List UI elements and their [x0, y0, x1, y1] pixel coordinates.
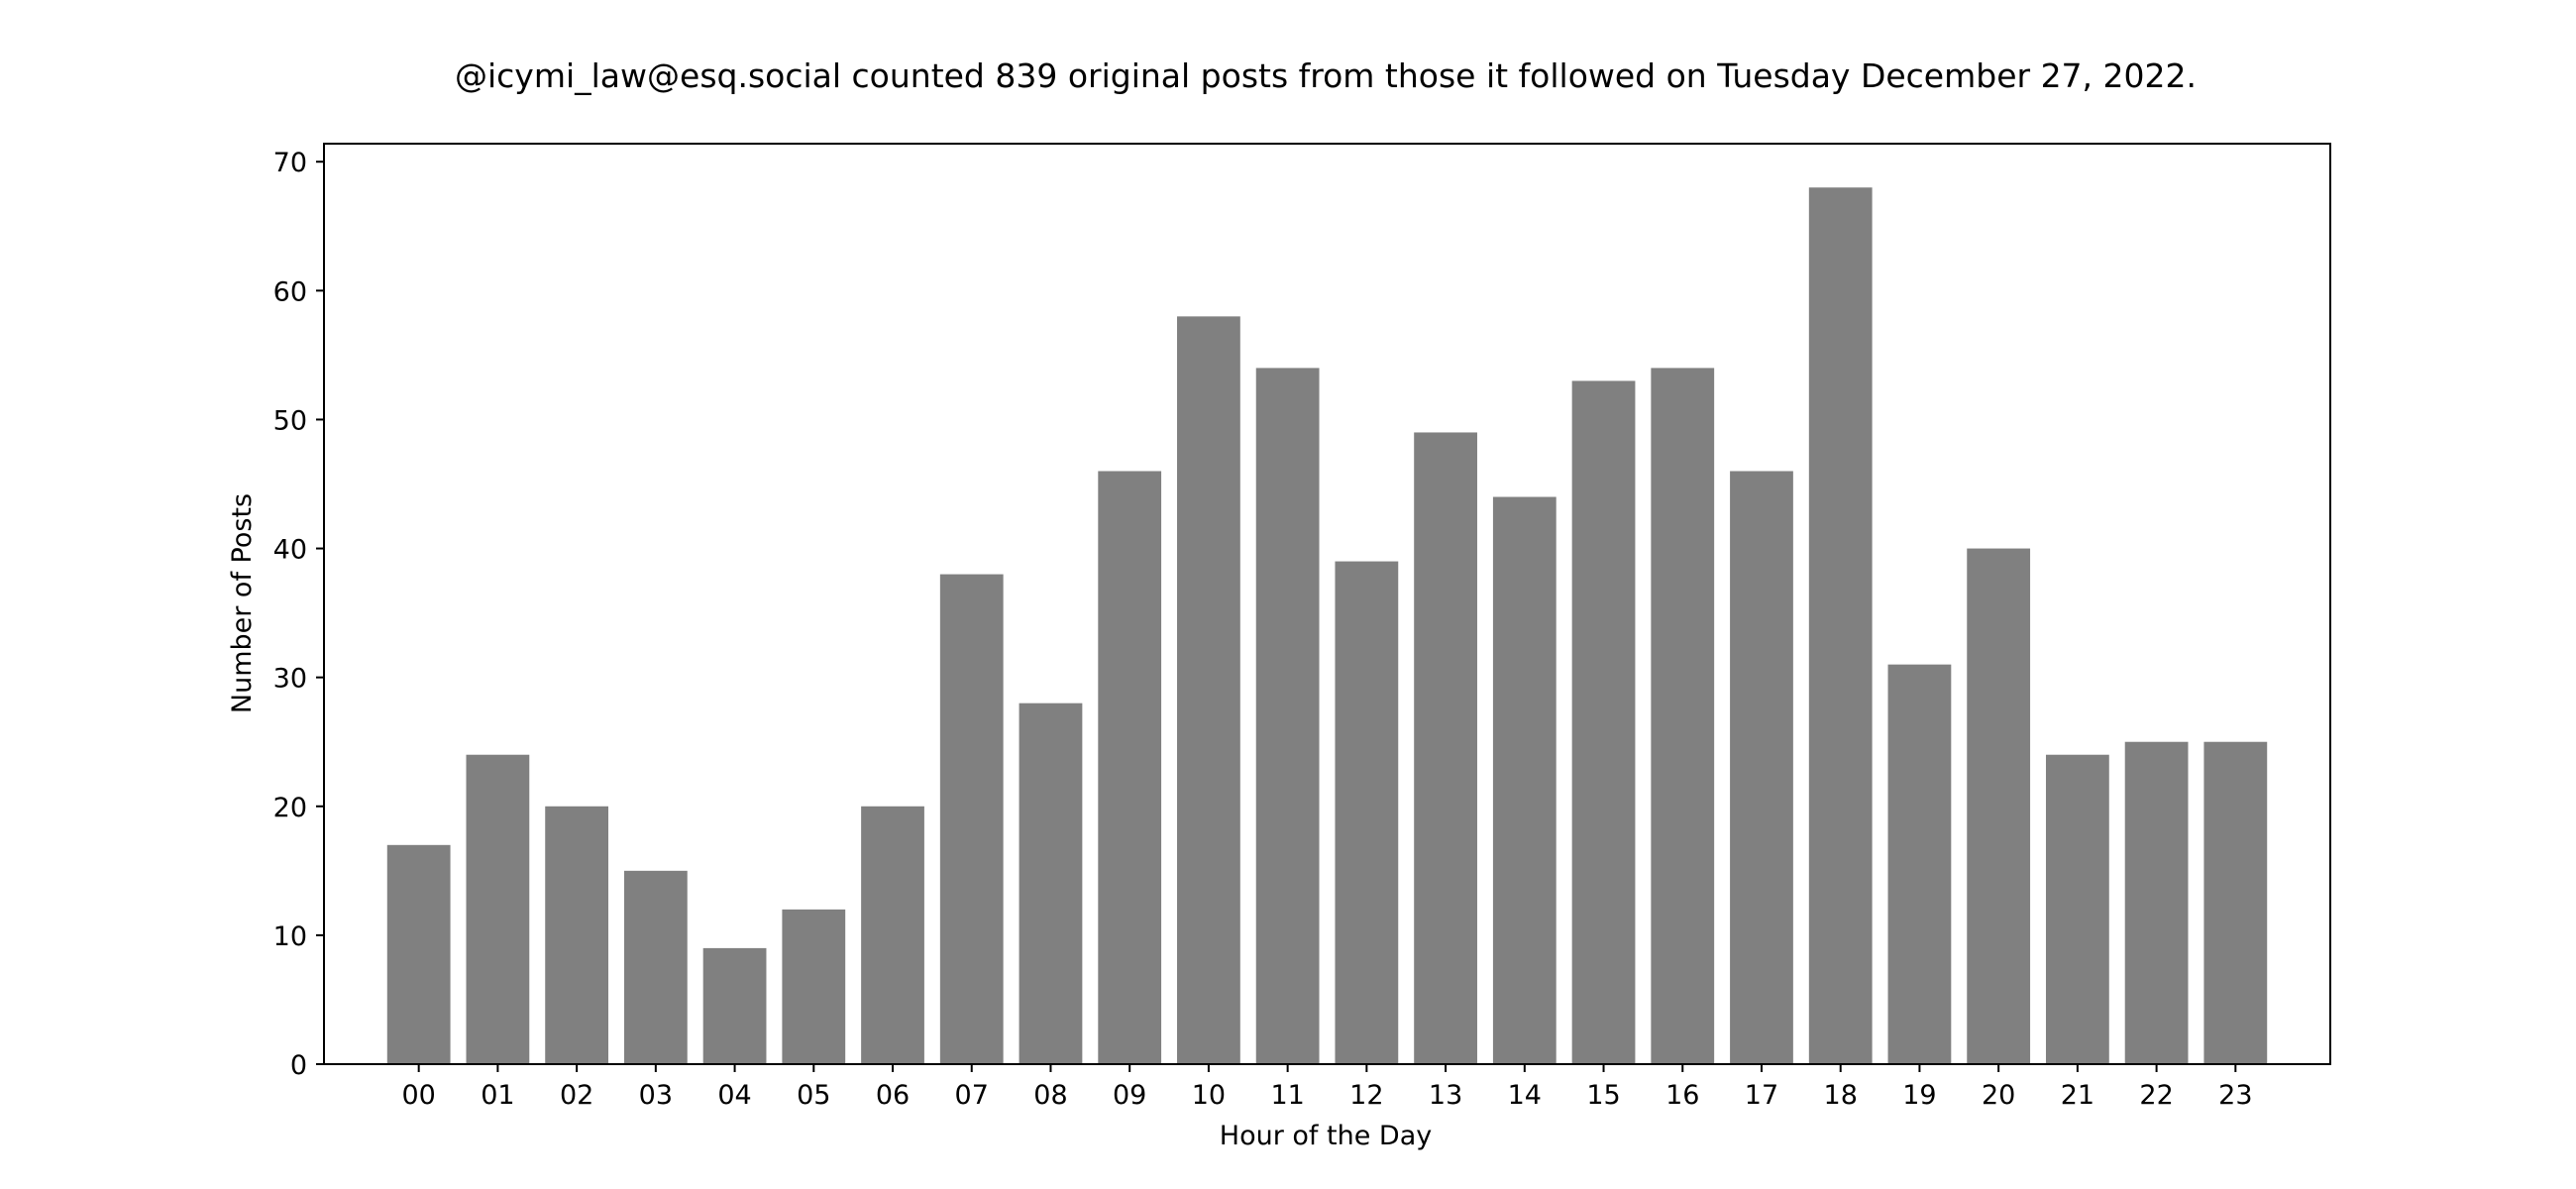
y-tick-label: 50	[273, 405, 307, 436]
x-tick-label: 19	[1902, 1080, 1936, 1111]
bar-hour-15	[1571, 380, 1636, 1064]
y-axis-label: Number of Posts	[227, 493, 258, 713]
bar-hour-01	[466, 754, 530, 1064]
bar-hour-16	[1651, 368, 1715, 1064]
bar-hour-05	[782, 909, 846, 1064]
x-axis: 00 01 02 03 04 05 06 07 08 09 10 11 12 13 14 15 16 17 18 19…	[401, 1064, 2253, 1111]
x-tick-label: 12	[1349, 1080, 1383, 1111]
x-tick-label: 14	[1508, 1080, 1542, 1111]
bar-hour-22	[2124, 741, 2189, 1064]
bar-hour-06	[861, 806, 924, 1064]
x-tick-label: 06	[876, 1080, 910, 1111]
x-tick-label: 08	[1033, 1080, 1067, 1111]
x-tick-label: 17	[1745, 1080, 1778, 1111]
x-tick-label: 18	[1824, 1080, 1858, 1111]
x-tick-label: 10	[1192, 1080, 1226, 1111]
y-tick-label: 20	[273, 793, 307, 823]
bar-hour-17	[1730, 471, 1793, 1065]
bar-hour-09	[1098, 471, 1162, 1065]
y-tick-label: 70	[273, 148, 307, 178]
plot-frame	[323, 143, 2331, 1065]
bar-hour-21	[2045, 754, 2109, 1064]
x-tick-label: 21	[2061, 1080, 2094, 1111]
x-tick-label: 04	[717, 1080, 751, 1111]
bar-hour-14	[1492, 496, 1556, 1064]
bar-hour-07	[939, 574, 1004, 1064]
y-tick-label: 0	[290, 1050, 307, 1081]
x-axis-label: Hour of the Day	[1220, 1121, 1432, 1151]
bar-hour-23	[2203, 741, 2268, 1064]
y-tick-label: 60	[273, 276, 307, 307]
x-tick-label: 01	[481, 1080, 514, 1111]
x-tick-label: 00	[401, 1080, 435, 1111]
bar-hour-00	[386, 844, 451, 1064]
x-tick-label: 11	[1270, 1080, 1304, 1111]
bar-hour-20	[1967, 548, 2031, 1064]
x-tick-label: 07	[955, 1080, 989, 1111]
x-tick-label: 09	[1113, 1080, 1146, 1111]
bar-hour-11	[1255, 368, 1320, 1064]
bar-hour-03	[623, 870, 688, 1064]
x-tick-label: 02	[560, 1080, 593, 1111]
x-tick-label: 05	[797, 1080, 830, 1111]
x-tick-label: 22	[2139, 1080, 2173, 1111]
bar-hour-13	[1414, 432, 1477, 1064]
bar-hour-10	[1177, 316, 1240, 1065]
y-tick-label: 40	[273, 535, 307, 566]
bar-hour-18	[1808, 187, 1873, 1065]
chart-title: @icymi_law@esq.social counted 839 origin…	[455, 56, 2197, 95]
x-tick-label: 03	[639, 1080, 673, 1111]
bar-hour-12	[1335, 561, 1399, 1064]
y-tick-label: 10	[273, 921, 307, 952]
y-axis: 0 10 20 30 40 50 60 70	[273, 148, 324, 1081]
y-tick-label: 30	[273, 664, 307, 695]
bar-hour-02	[545, 806, 609, 1064]
x-tick-label: 20	[1982, 1080, 2015, 1111]
x-tick-label: 15	[1586, 1080, 1620, 1111]
x-tick-label: 23	[2218, 1080, 2252, 1111]
bar-hour-19	[1887, 664, 1952, 1064]
bar-hour-04	[702, 947, 767, 1064]
x-tick-label: 16	[1665, 1080, 1699, 1111]
x-tick-label: 13	[1429, 1080, 1462, 1111]
bars-group	[386, 187, 2268, 1065]
bar-hour-08	[1019, 703, 1083, 1064]
